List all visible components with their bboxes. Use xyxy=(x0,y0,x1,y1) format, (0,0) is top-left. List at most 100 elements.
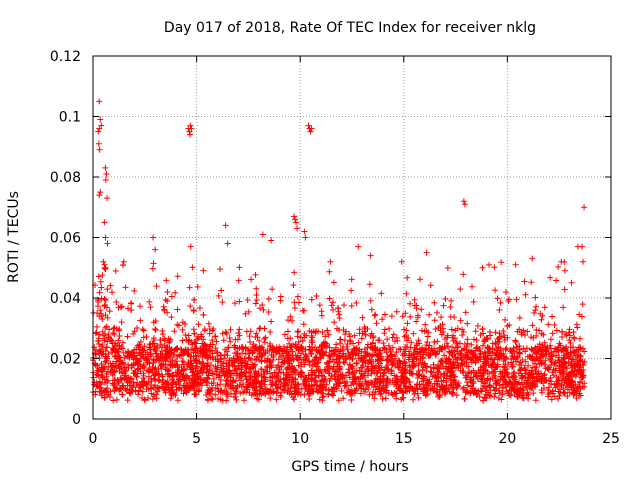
data-point xyxy=(144,359,151,366)
data-point xyxy=(153,356,160,363)
data-point xyxy=(153,350,160,357)
data-point xyxy=(488,362,495,369)
data-point xyxy=(477,387,484,394)
data-point xyxy=(418,385,425,392)
data-point xyxy=(241,397,248,404)
data-point xyxy=(330,392,337,399)
data-point xyxy=(427,368,434,375)
data-point xyxy=(468,383,475,390)
data-point xyxy=(346,374,353,381)
data-point xyxy=(449,344,456,351)
data-point-outlier xyxy=(186,128,193,135)
data-point xyxy=(555,263,562,270)
data-point xyxy=(568,362,575,369)
data-point xyxy=(328,302,335,309)
data-point xyxy=(325,363,332,370)
data-point xyxy=(510,374,517,381)
data-point xyxy=(252,368,259,375)
data-point xyxy=(442,336,449,343)
data-point xyxy=(514,385,521,392)
data-point-outlier xyxy=(302,234,309,241)
data-point xyxy=(157,336,164,343)
data-point xyxy=(104,377,111,384)
data-point xyxy=(325,390,332,397)
data-point xyxy=(444,332,451,339)
data-point xyxy=(294,328,301,335)
data-point xyxy=(564,350,571,357)
data-point xyxy=(150,391,157,398)
data-point xyxy=(113,358,120,365)
data-point xyxy=(425,345,432,352)
data-point xyxy=(480,382,487,389)
data-point xyxy=(112,353,119,360)
data-point-outlier xyxy=(529,255,536,262)
data-point xyxy=(403,367,410,374)
data-point xyxy=(264,386,271,393)
data-point xyxy=(163,277,170,284)
data-point xyxy=(408,384,415,391)
data-point xyxy=(95,273,102,280)
data-point xyxy=(309,346,316,353)
data-point xyxy=(481,338,488,345)
data-point xyxy=(308,329,315,336)
data-point xyxy=(573,321,580,328)
data-point xyxy=(463,387,470,394)
data-point xyxy=(339,375,346,382)
data-point xyxy=(267,329,274,336)
data-point xyxy=(470,390,477,397)
data-point xyxy=(220,365,227,372)
data-point xyxy=(132,387,139,394)
data-point xyxy=(308,296,315,303)
data-point xyxy=(212,365,219,372)
data-point xyxy=(110,397,117,404)
data-point xyxy=(384,379,391,386)
data-point xyxy=(162,364,169,371)
data-point xyxy=(123,364,130,371)
data-point xyxy=(334,325,341,332)
data-point xyxy=(482,353,489,360)
data-point xyxy=(93,329,100,336)
data-point xyxy=(426,352,433,359)
data-point xyxy=(329,366,336,373)
data-point xyxy=(217,352,224,359)
data-point xyxy=(295,338,302,345)
data-point xyxy=(541,339,548,346)
data-point-outlier xyxy=(97,189,104,196)
data-point xyxy=(402,348,409,355)
data-point xyxy=(137,317,144,324)
data-point xyxy=(185,347,192,354)
data-point xyxy=(267,358,274,365)
data-point xyxy=(326,370,333,377)
data-point xyxy=(560,304,567,311)
data-point xyxy=(565,371,572,378)
data-point xyxy=(152,325,159,332)
data-point xyxy=(443,340,450,347)
data-point xyxy=(332,369,339,376)
data-point xyxy=(234,383,241,390)
data-point xyxy=(200,336,207,343)
data-point xyxy=(437,327,444,334)
data-point xyxy=(367,358,374,365)
data-point xyxy=(284,374,291,381)
data-point xyxy=(353,344,360,351)
data-point xyxy=(411,345,418,352)
data-point xyxy=(364,372,371,379)
data-point xyxy=(246,355,253,362)
data-point xyxy=(95,335,102,342)
data-point xyxy=(403,378,410,385)
data-point xyxy=(265,296,272,303)
data-point xyxy=(527,382,534,389)
data-point xyxy=(175,378,182,385)
data-point xyxy=(226,357,233,364)
data-point xyxy=(426,311,433,318)
data-point xyxy=(455,363,462,370)
data-point xyxy=(92,346,99,353)
data-point xyxy=(318,308,325,315)
data-point xyxy=(236,326,243,333)
y-tick-label: 0 xyxy=(72,412,81,428)
data-point xyxy=(528,370,535,377)
data-point xyxy=(287,313,294,320)
data-point xyxy=(258,347,265,354)
data-point xyxy=(554,346,561,353)
data-point xyxy=(288,365,295,372)
